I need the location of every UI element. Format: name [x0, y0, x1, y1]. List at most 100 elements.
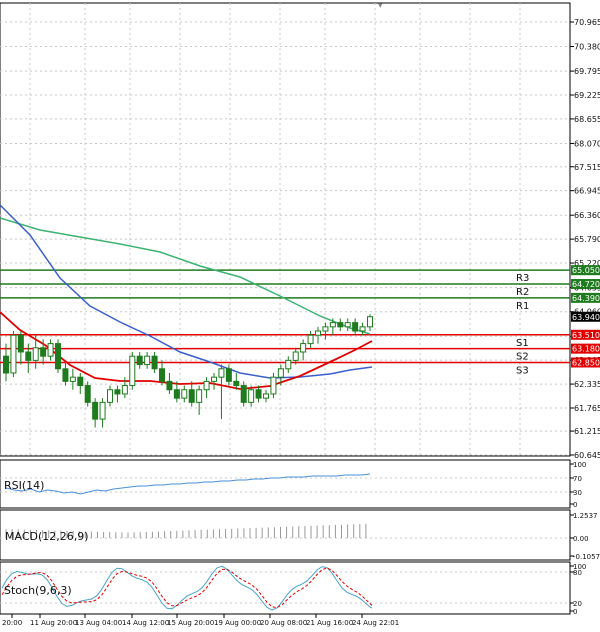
candle-body-down	[337, 322, 344, 328]
level-labels: R3 R2 R1 S1 S2 S3	[516, 273, 529, 376]
candle	[136, 351, 143, 369]
candle	[114, 385, 121, 403]
chevron-down-icon[interactable]: ▾	[378, 1, 383, 11]
candle-body-up	[270, 376, 277, 395]
candle-body-up	[32, 347, 39, 361]
candle	[107, 385, 113, 407]
level-label-s3: S3	[516, 365, 529, 376]
rsi-line	[5, 473, 371, 495]
level-label-r3: R3	[516, 273, 529, 284]
price-tick-label: 61.765	[574, 404, 600, 413]
candle-body-up	[248, 389, 255, 403]
price-tick-label: 62.335	[574, 380, 600, 389]
sub-tick-label: 0	[573, 608, 577, 616]
sub-tick-label: 0.00	[573, 535, 589, 543]
time-label: 19 Aug 00:00	[214, 619, 261, 627]
candle	[99, 398, 106, 428]
candle-body-up	[218, 368, 225, 378]
candle	[300, 339, 307, 361]
candle	[69, 368, 76, 390]
candle-body-down	[188, 389, 195, 403]
price-tag-r2: 64.720	[572, 280, 600, 289]
candle-body-down	[240, 385, 247, 403]
price-tag-bg	[571, 329, 600, 340]
candle-body-down	[92, 401, 99, 420]
candle	[270, 372, 277, 399]
candle-body-up	[300, 343, 307, 353]
candle-body-up	[144, 355, 151, 366]
candle-body-up	[196, 389, 203, 403]
candle	[277, 364, 284, 386]
candle-body-down	[84, 385, 91, 403]
candle	[55, 339, 61, 373]
candle	[218, 364, 225, 420]
candle	[337, 318, 344, 332]
candle-body-up	[10, 334, 17, 374]
candle	[225, 364, 232, 386]
candle-body-up	[329, 322, 336, 328]
sub-tick-label: 0	[573, 501, 577, 509]
price-tick-label: 66.360	[574, 211, 600, 220]
candle-body-up	[211, 376, 217, 382]
candle	[25, 343, 32, 373]
level-label-s1: S1	[516, 338, 529, 349]
price-tick-label: 65.220	[574, 259, 600, 268]
candle-body-up	[129, 355, 136, 387]
level-label-r1: R1	[516, 301, 529, 312]
candle	[188, 381, 195, 407]
price-tag-s1: 63.510	[572, 331, 600, 340]
candle-body-down	[233, 380, 240, 387]
price-tick-label: 70.380	[574, 43, 600, 52]
time-label: 11 Aug 20:00	[30, 619, 77, 627]
candle	[166, 372, 173, 394]
stoch-signal-line	[1, 567, 373, 609]
price-tick-label: 68.655	[574, 115, 600, 124]
candle	[92, 398, 99, 428]
time-label: 15 Aug 20:00	[167, 619, 214, 627]
price-tag-s3: 62.850	[572, 358, 600, 367]
candle	[47, 339, 54, 361]
candle-body-up	[263, 393, 269, 399]
candle	[181, 385, 188, 403]
candle	[121, 377, 128, 399]
candle	[248, 385, 255, 407]
price-tag-s2: 63.180	[572, 345, 600, 354]
price-tick-label: 60.645	[574, 451, 600, 460]
level-label-s2: S2	[516, 352, 529, 363]
main-price-panel[interactable]: R3 R2 R1 S1 S2 S3 ▾	[0, 1, 571, 457]
price-tag-bg	[571, 279, 600, 290]
time-label: 21 Aug 16:00	[306, 619, 353, 627]
candle-body-down	[166, 380, 173, 391]
candle	[84, 381, 91, 407]
candle-body-down	[255, 389, 262, 399]
price-tick-label: 69.795	[574, 67, 600, 76]
candle	[307, 331, 314, 348]
current-price-bg	[571, 311, 600, 322]
candle-body-up	[315, 330, 321, 336]
price-tag-r3: 65.050	[572, 266, 600, 275]
price-tick-label: 67.515	[574, 163, 600, 172]
candle	[203, 377, 210, 399]
candle-body-down	[55, 343, 61, 370]
candle	[322, 322, 329, 340]
sub-tick-label: 80	[573, 569, 582, 577]
candle-body-up	[277, 368, 284, 378]
candle	[344, 318, 351, 332]
candle-body-up	[285, 359, 292, 370]
candle-body-up	[292, 351, 299, 361]
price-tick-label: 66.945	[574, 187, 600, 196]
candle	[3, 343, 9, 382]
sub-tick-label: 70	[573, 475, 582, 483]
macd-panel: MACD(12,26,9) 1.2537 0.00 -0.1057	[0, 509, 600, 561]
candle	[359, 322, 366, 336]
candle-body-down	[114, 389, 121, 395]
candle	[233, 372, 240, 390]
candle	[32, 335, 39, 369]
candle	[255, 385, 262, 403]
candle-body-up	[203, 380, 210, 391]
candle-body-down	[17, 334, 24, 353]
candle-body-down	[151, 355, 158, 370]
candle	[77, 372, 84, 394]
